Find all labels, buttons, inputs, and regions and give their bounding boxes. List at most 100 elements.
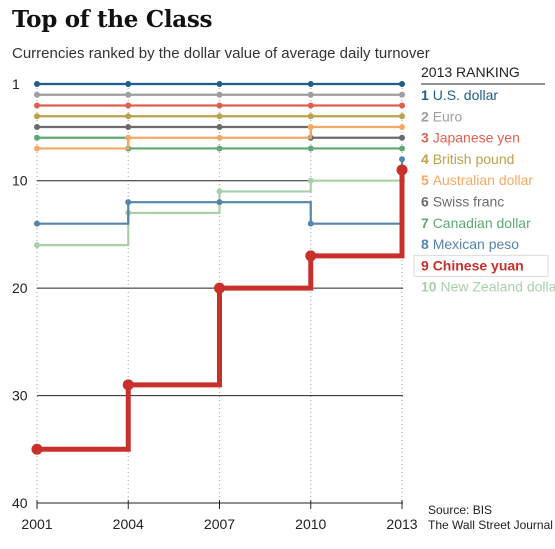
series-line-canadian-dollar bbox=[37, 136, 402, 150]
point-swiss-franc-2013 bbox=[399, 134, 405, 141]
y-tick-label: 10 bbox=[12, 173, 28, 189]
point-chinese-yuan-2007 bbox=[214, 282, 225, 294]
point-british-pound-2013 bbox=[399, 113, 405, 120]
x-tick-label: 2004 bbox=[113, 516, 144, 532]
publisher-line: The Wall Street Journal bbox=[428, 518, 553, 532]
series-mexican-peso bbox=[34, 156, 405, 227]
y-tick-label: 20 bbox=[12, 280, 28, 296]
legend-item-australian-dollar: 5 Australian dollar bbox=[421, 172, 533, 188]
series-japanese-yen bbox=[34, 102, 405, 109]
point-euro-2013 bbox=[399, 91, 405, 98]
legend-item-canadian-dollar: 7 Canadian dollar bbox=[421, 215, 531, 231]
series-line-swiss-franc bbox=[37, 125, 402, 139]
series-british-pound bbox=[34, 113, 405, 120]
legend-rank: 9 bbox=[421, 257, 433, 273]
legend-name: Euro bbox=[433, 108, 463, 124]
legend-item-new-zealand-dollar: 10 New Zealand dollar bbox=[421, 279, 555, 295]
point-mexican-peso-2001 bbox=[34, 220, 40, 227]
point-swiss-franc-2001 bbox=[34, 123, 40, 130]
point-british-pound-2001 bbox=[34, 113, 40, 120]
legend-rank: 8 bbox=[421, 236, 433, 252]
legend-item-mexican-peso: 8 Mexican peso bbox=[421, 236, 519, 252]
point-canadian-dollar-2001 bbox=[34, 134, 40, 141]
point-euro-2010 bbox=[307, 91, 314, 98]
x-axis: 2001 2004 2007 2010 2013 bbox=[21, 500, 418, 532]
source-note: Source: BIS The Wall Street Journal bbox=[428, 503, 553, 533]
point-canadian-dollar-2007 bbox=[216, 145, 223, 152]
legend-item-u-s-dollar: 1 U.S. dollar bbox=[421, 87, 498, 103]
point-u-s-dollar-2001 bbox=[34, 81, 40, 87]
point-new-zealand-dollar-2007 bbox=[216, 188, 223, 195]
legend-name: Swiss franc bbox=[433, 194, 505, 210]
legend-rank: 3 bbox=[421, 130, 433, 146]
series-line-mexican-peso bbox=[37, 159, 404, 225]
point-japanese-yen-2013 bbox=[399, 102, 405, 109]
legend-name: Mexican peso bbox=[433, 236, 520, 252]
y-tick-label: 40 bbox=[12, 495, 28, 511]
legend-item-chinese-yuan: 9 Chinese yuan bbox=[421, 257, 524, 273]
point-japanese-yen-2007 bbox=[216, 102, 223, 109]
legend-rank: 1 bbox=[421, 87, 433, 103]
point-euro-2001 bbox=[34, 91, 40, 98]
point-british-pound-2010 bbox=[307, 113, 314, 120]
source-line: Source: BIS bbox=[428, 503, 493, 517]
point-chinese-yuan-2010 bbox=[305, 250, 317, 262]
legend-rank: 4 bbox=[421, 151, 433, 167]
chart-subtitle: Currencies ranked by the dollar value of… bbox=[12, 45, 430, 62]
legend-name: Japanese yen bbox=[433, 130, 520, 146]
point-australian-dollar-2013 bbox=[399, 123, 405, 130]
legend-name: Australian dollar bbox=[433, 172, 534, 188]
point-new-zealand-dollar-2010 bbox=[307, 177, 314, 184]
point-mexican-peso-2007 bbox=[216, 199, 223, 206]
x-tick-label: 2010 bbox=[295, 516, 326, 532]
legend-rank: 10 bbox=[421, 279, 440, 295]
point-u-s-dollar-2004 bbox=[125, 81, 132, 87]
legend-rank: 6 bbox=[421, 194, 433, 210]
point-australian-dollar-2004 bbox=[125, 134, 132, 141]
point-chinese-yuan-2013 bbox=[396, 164, 408, 176]
legend-name: Chinese yuan bbox=[433, 257, 524, 273]
point-new-zealand-dollar-2001 bbox=[34, 242, 40, 249]
point-u-s-dollar-2007 bbox=[216, 81, 223, 87]
y-tick-label: 1 bbox=[12, 76, 20, 92]
series-australian-dollar bbox=[34, 123, 405, 152]
point-u-s-dollar-2013 bbox=[399, 81, 405, 87]
series-swiss-franc bbox=[34, 123, 405, 141]
point-chinese-yuan-2004 bbox=[122, 379, 134, 391]
legend-item-japanese-yen: 3 Japanese yen bbox=[421, 130, 520, 146]
x-tick-label: 2013 bbox=[386, 516, 417, 532]
series-u-s-dollar bbox=[34, 81, 405, 87]
point-swiss-franc-2004 bbox=[125, 123, 132, 130]
point-japanese-yen-2010 bbox=[307, 102, 314, 109]
point-swiss-franc-2007 bbox=[216, 123, 223, 130]
point-british-pound-2004 bbox=[125, 113, 132, 120]
chart-title: Top of the Class bbox=[12, 6, 213, 33]
legend-name: New Zealand dollar bbox=[440, 279, 555, 295]
legend-rank: 7 bbox=[421, 215, 433, 231]
x-tick-label: 2007 bbox=[204, 516, 235, 532]
legend-name: U.S. dollar bbox=[433, 87, 499, 103]
point-euro-2007 bbox=[216, 91, 223, 98]
series-euro bbox=[34, 91, 405, 98]
point-mexican-peso-2010 bbox=[307, 220, 314, 227]
series-group bbox=[31, 81, 408, 455]
point-mexican-peso-2013 bbox=[399, 156, 405, 163]
point-australian-dollar-2010 bbox=[307, 123, 314, 130]
series-chinese-yuan bbox=[31, 164, 408, 455]
point-canadian-dollar-2013 bbox=[399, 145, 405, 152]
point-australian-dollar-2007 bbox=[216, 134, 223, 141]
point-chinese-yuan-2001 bbox=[31, 443, 43, 455]
legend-item-swiss-franc: 6 Swiss franc bbox=[421, 194, 504, 210]
legend-rank: 2 bbox=[421, 108, 433, 124]
point-canadian-dollar-2010 bbox=[307, 145, 314, 152]
y-axis: 1 10 20 30 40 bbox=[12, 76, 403, 511]
legend-title: 2013 RANKING bbox=[421, 64, 520, 80]
legend-rank: 5 bbox=[421, 172, 433, 188]
point-mexican-peso-2004 bbox=[125, 199, 132, 206]
legend-item-british-pound: 4 British pound bbox=[421, 151, 514, 167]
point-japanese-yen-2004 bbox=[125, 102, 132, 109]
legend-name: Canadian dollar bbox=[433, 215, 531, 231]
point-australian-dollar-2001 bbox=[34, 145, 40, 152]
